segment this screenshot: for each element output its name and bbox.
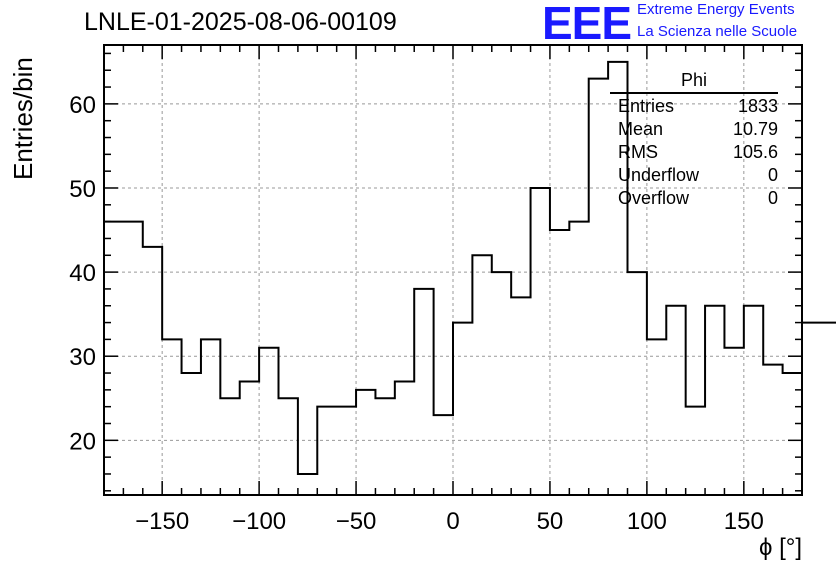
stat-row-rms: RMS 105.6	[610, 141, 778, 164]
stats-box: Phi Entries 1833 Mean 10.79 RMS 105.6 Un…	[610, 70, 778, 210]
histogram-bin	[802, 323, 821, 495]
histogram-bin	[531, 188, 550, 495]
stats-title: Phi	[610, 70, 778, 94]
x-tick-label: −100	[232, 508, 286, 535]
x-axis-label: ϕ [°]	[758, 534, 802, 561]
stat-label: Mean	[618, 119, 664, 139]
grid-lines	[104, 45, 802, 495]
y-tick-label: 20	[69, 428, 96, 455]
stat-label: Overflow	[618, 188, 690, 208]
stat-value: 0	[767, 165, 778, 185]
histogram-bin	[143, 247, 162, 495]
histogram-bin	[279, 398, 298, 495]
x-tick-label: 50	[537, 508, 564, 535]
histogram-bin	[104, 222, 123, 495]
histogram-bin	[375, 398, 394, 495]
histogram-bin	[666, 306, 685, 495]
histogram-bin	[337, 407, 356, 495]
histogram-bin	[511, 297, 530, 495]
histogram-bin	[162, 339, 181, 495]
y-tick-label: 60	[69, 92, 96, 119]
histogram-bin	[317, 407, 336, 495]
y-tick-label: 40	[69, 260, 96, 287]
histogram-bin	[414, 289, 433, 495]
histogram-bin	[298, 474, 317, 495]
x-tick-label: 150	[724, 508, 764, 535]
logo-line-1: Extreme Energy Events	[637, 1, 795, 18]
stat-label: Underflow	[618, 165, 700, 185]
histogram-bin	[201, 339, 220, 495]
x-tick-label: 0	[446, 508, 459, 535]
x-tick-label: 100	[627, 508, 667, 535]
histogram-bin	[434, 415, 453, 495]
stat-row-overflow: Overflow 0	[610, 187, 778, 210]
histogram-bin	[240, 381, 259, 495]
histogram-bin	[705, 306, 724, 495]
stat-row-mean: Mean 10.79	[610, 118, 778, 141]
histogram-bin	[395, 381, 414, 495]
histogram-bin	[763, 365, 782, 495]
histogram-bin	[182, 373, 201, 495]
histogram-bin	[259, 348, 278, 495]
stat-value: 1833	[737, 96, 778, 116]
histogram-bin	[647, 339, 666, 495]
stat-row-underflow: Underflow 0	[610, 164, 778, 187]
y-tick-label: 30	[69, 344, 96, 371]
histogram-bin	[821, 323, 836, 495]
histogram-outline	[104, 60, 836, 475]
histogram-bin	[123, 222, 142, 495]
chart-title: LNLE-01-2025-08-06-00109	[84, 8, 397, 36]
histogram-bin	[744, 306, 763, 495]
stat-value: 10.79	[732, 119, 778, 139]
stat-label: Entries	[618, 96, 675, 116]
histogram-bin	[783, 373, 802, 495]
axis-ticks	[103, 45, 803, 495]
histogram-bin	[550, 230, 569, 495]
stat-row-entries: Entries 1833	[610, 95, 778, 118]
y-axis-label: Entries/bin	[8, 57, 38, 180]
histogram-bin	[628, 272, 647, 495]
histogram-bin	[686, 407, 705, 495]
stat-value: 0	[767, 188, 778, 208]
y-tick-label: 50	[69, 176, 96, 203]
plot-frame	[103, 44, 803, 496]
histogram-bin	[472, 255, 491, 495]
histogram-bin	[569, 222, 588, 495]
histogram-bin	[589, 79, 608, 495]
x-tick-label: −150	[135, 508, 189, 535]
histogram-bin	[492, 272, 511, 495]
histogram-bin	[356, 390, 375, 495]
histogram-bin	[724, 348, 743, 495]
histogram-bin	[220, 398, 239, 495]
histogram-bin	[453, 323, 472, 495]
tick-labels: −150 −100 −50 0 50 100 150 20 30 40 50 60	[69, 92, 764, 535]
logo-line-2: La Scienza nelle Scuole	[637, 23, 798, 40]
stat-value: 105.6	[732, 142, 778, 162]
stat-label: RMS	[618, 142, 658, 162]
x-tick-label: −50	[336, 508, 377, 535]
eee-logo: EEE	[542, 0, 632, 49]
